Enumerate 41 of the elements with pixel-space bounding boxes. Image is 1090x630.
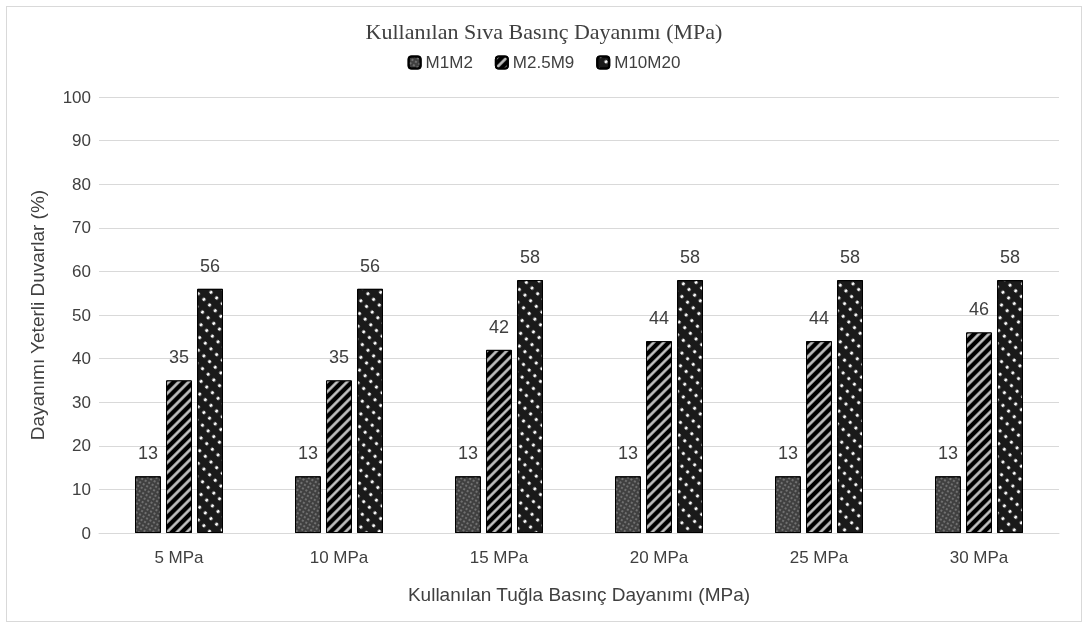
y-tick-label: 70 [72, 218, 91, 238]
y-tick-label: 0 [81, 523, 91, 543]
data-label: 13 [457, 443, 478, 464]
legend-label: M10M20 [614, 53, 681, 72]
x-tick-label: 10 MPa [309, 548, 369, 567]
y-tick-label: 80 [72, 174, 91, 194]
data-label: 58 [680, 247, 701, 268]
y-tick-label: 90 [72, 131, 91, 151]
legend-label: M1M2 [425, 53, 473, 72]
y-tick-label: 50 [72, 305, 91, 325]
x-axis-title: Kullanılan Tuğla Basınç Dayanımı (MPa) [407, 584, 751, 605]
data-label: 35 [168, 347, 190, 368]
y-tick-label: 20 [72, 436, 91, 456]
x-tick-label: 25 MPa [789, 548, 849, 567]
x-tick-label: 5 MPa [154, 548, 205, 567]
data-label: 13 [617, 443, 638, 464]
y-tick-label: 100 [62, 87, 91, 107]
data-label: 13 [297, 443, 318, 464]
y-tick-label: 30 [72, 392, 91, 412]
y-axis-title: Dayanımı Yeterli Duvarlar (%) [27, 189, 48, 441]
x-tick-label: 15 MPa [469, 548, 529, 567]
y-tick-label: 40 [72, 349, 91, 369]
data-label: 13 [777, 443, 798, 464]
data-label: 58 [520, 247, 541, 268]
y-tick-label: 60 [72, 261, 91, 281]
x-tick-label: 30 MPa [949, 548, 1009, 567]
data-label: 46 [968, 299, 990, 320]
data-label: 42 [488, 316, 510, 337]
data-label: 35 [328, 347, 350, 368]
data-label: 44 [648, 308, 670, 329]
chart-title: Kullanılan Sıva Basınç Dayanımı (MPa) [365, 18, 723, 44]
data-label: 44 [808, 308, 830, 329]
data-label: 13 [937, 443, 958, 464]
data-label: 13 [137, 443, 158, 464]
data-label: 58 [1000, 247, 1021, 268]
data-label: 56 [360, 255, 381, 276]
legend-label: M2.5M9 [512, 53, 575, 72]
data-label: 56 [200, 255, 221, 276]
y-tick-label: 10 [72, 479, 91, 499]
x-tick-label: 20 MPa [629, 548, 689, 567]
data-label: 58 [840, 247, 861, 268]
